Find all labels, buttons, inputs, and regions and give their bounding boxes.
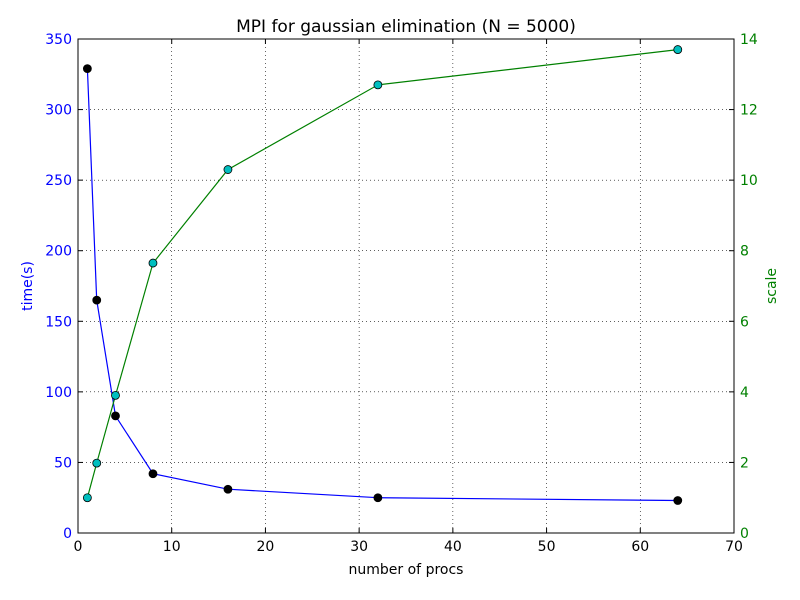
data-point-time <box>82 64 92 74</box>
chart-title: MPI for gaussian elimination (N = 5000) <box>236 17 576 37</box>
y-left-tick-label: 350 <box>45 32 72 48</box>
y-left-tick-label: 150 <box>45 314 72 330</box>
y-left-tick-label: 300 <box>45 103 72 119</box>
plot-frame <box>77 38 735 534</box>
y-right-tick-label: 6 <box>740 314 749 330</box>
x-tick-label: 40 <box>444 539 462 555</box>
y-right-tick-label: 10 <box>740 173 758 189</box>
data-point-time <box>373 493 383 503</box>
data-point-scale <box>111 390 120 400</box>
series-line-time <box>86 68 678 502</box>
series-layer <box>82 45 683 505</box>
x-tick-label: 50 <box>538 539 556 555</box>
data-point-scale <box>148 258 158 268</box>
data-point-scale <box>223 165 233 174</box>
y-right-tick-label: 8 <box>740 244 749 260</box>
x-tick-label: 30 <box>350 539 368 555</box>
series-line-scale <box>86 49 678 498</box>
data-point-scale <box>82 493 92 503</box>
data-point-scale <box>92 458 102 468</box>
x-axis-label: number of procs <box>349 562 464 578</box>
grid-layer <box>78 39 734 533</box>
data-point-time <box>673 496 683 505</box>
data-point-time <box>148 469 158 479</box>
y-left-tick-label: 0 <box>63 526 72 542</box>
y-right-tick-label: 14 <box>740 32 758 48</box>
data-point-time <box>92 295 102 305</box>
x-tick-label: 20 <box>257 539 275 555</box>
ticks-layer: 0 10 20 30 40 50 60 700501001502002503003500246… <box>45 32 758 555</box>
y-left-tick-label: 250 <box>45 173 72 189</box>
y-left-tick-label: 50 <box>54 455 72 471</box>
data-point-scale <box>673 45 683 54</box>
y-axis-left-label: time(s) <box>20 261 36 311</box>
x-tick-label: 70 <box>725 539 743 555</box>
y-right-tick-label: 4 <box>740 385 749 401</box>
y-left-tick-label: 200 <box>45 244 72 260</box>
y-right-tick-label: 12 <box>740 103 758 119</box>
data-point-time <box>111 411 120 421</box>
y-right-tick-label: 2 <box>740 455 749 471</box>
y-axis-right-label: scale <box>764 268 780 304</box>
y-right-tick-label: 0 <box>740 526 749 542</box>
data-point-time <box>223 484 233 494</box>
x-tick-label: 0 <box>74 539 83 555</box>
data-point-scale <box>373 80 383 90</box>
y-left-tick-label: 100 <box>45 385 72 401</box>
x-tick-label: 60 <box>631 539 649 555</box>
x-tick-label: 10 <box>163 539 181 555</box>
